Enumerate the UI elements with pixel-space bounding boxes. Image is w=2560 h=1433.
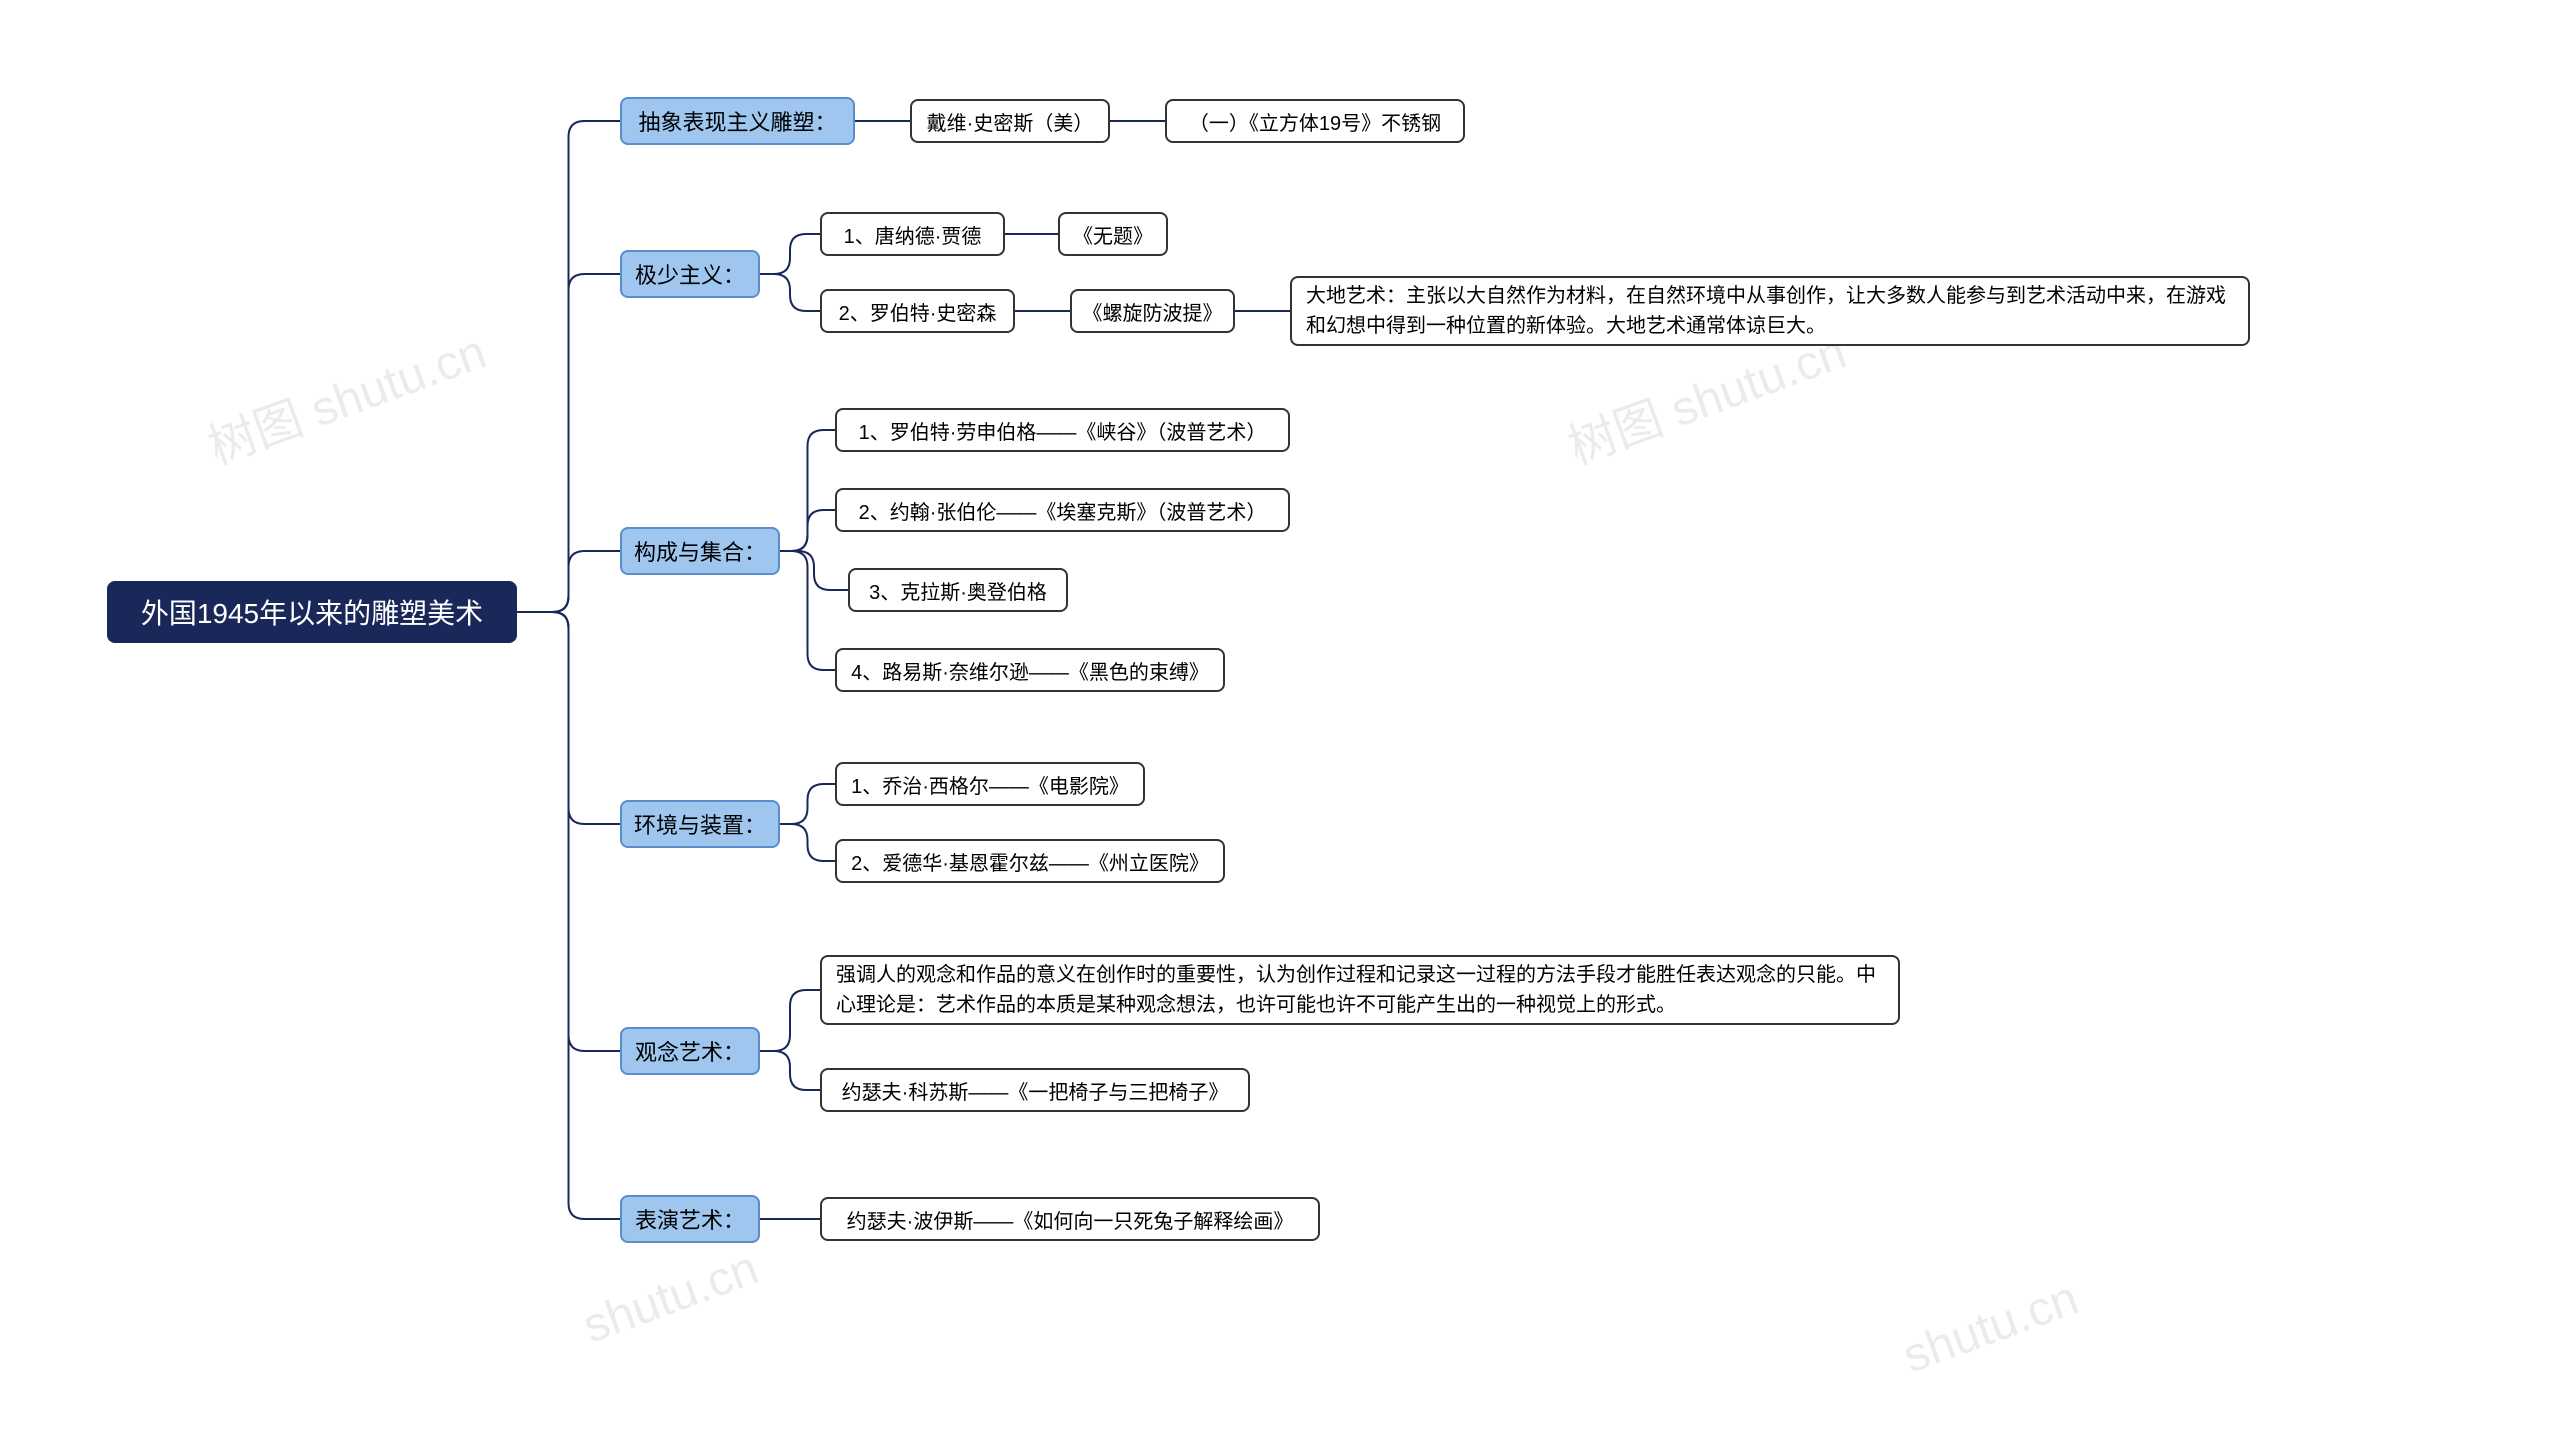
- leaf-node: （一）《立方体19号》不锈钢: [1165, 99, 1465, 143]
- branch-abstract: 抽象表现主义雕塑：: [620, 97, 855, 145]
- branch-minimal: 极少主义：: [620, 250, 760, 298]
- watermark: 树图 shutu.cn: [197, 312, 494, 477]
- branch-compose: 构成与集合：: [620, 527, 780, 575]
- root-node: 外国1945年以来的雕塑美术: [107, 581, 517, 643]
- leaf-node: 戴维·史密斯（美）: [910, 99, 1110, 143]
- leaf-node: 强调人的观念和作品的意义在创作时的重要性，认为创作过程和记录这一过程的方法手段才…: [820, 955, 1900, 1025]
- branch-perform: 表演艺术：: [620, 1195, 760, 1243]
- watermark: shutu.cn: [576, 1241, 765, 1355]
- leaf-node: 2、爱德华·基恩霍尔兹——《州立医院》: [835, 839, 1225, 883]
- branch-concept: 观念艺术：: [620, 1027, 760, 1075]
- leaf-node: 2、约翰·张伯伦——《埃塞克斯》（波普艺术）: [835, 488, 1290, 532]
- watermark: shutu.cn: [1896, 1271, 2085, 1385]
- leaf-node: 1、罗伯特·劳申伯格——《峡谷》（波普艺术）: [835, 408, 1290, 452]
- branch-env: 环境与装置：: [620, 800, 780, 848]
- leaf-node: 大地艺术：主张以大自然作为材料，在自然环境中从事创作，让大多数人能参与到艺术活动…: [1290, 276, 2250, 346]
- leaf-node: 4、路易斯·奈维尔逊——《黑色的束缚》: [835, 648, 1225, 692]
- leaf-node: 3、克拉斯·奥登伯格: [848, 568, 1068, 612]
- leaf-node: 约瑟夫·科苏斯——《一把椅子与三把椅子》: [820, 1068, 1250, 1112]
- leaf-node: 约瑟夫·波伊斯——《如何向一只死兔子解释绘画》: [820, 1197, 1320, 1241]
- leaf-node: 1、唐纳德·贾德: [820, 212, 1005, 256]
- leaf-node: 2、罗伯特·史密森: [820, 289, 1015, 333]
- leaf-node: 1、乔治·西格尔——《电影院》: [835, 762, 1145, 806]
- leaf-node: 《螺旋防波提》: [1070, 289, 1235, 333]
- leaf-node: 《无题》: [1058, 212, 1168, 256]
